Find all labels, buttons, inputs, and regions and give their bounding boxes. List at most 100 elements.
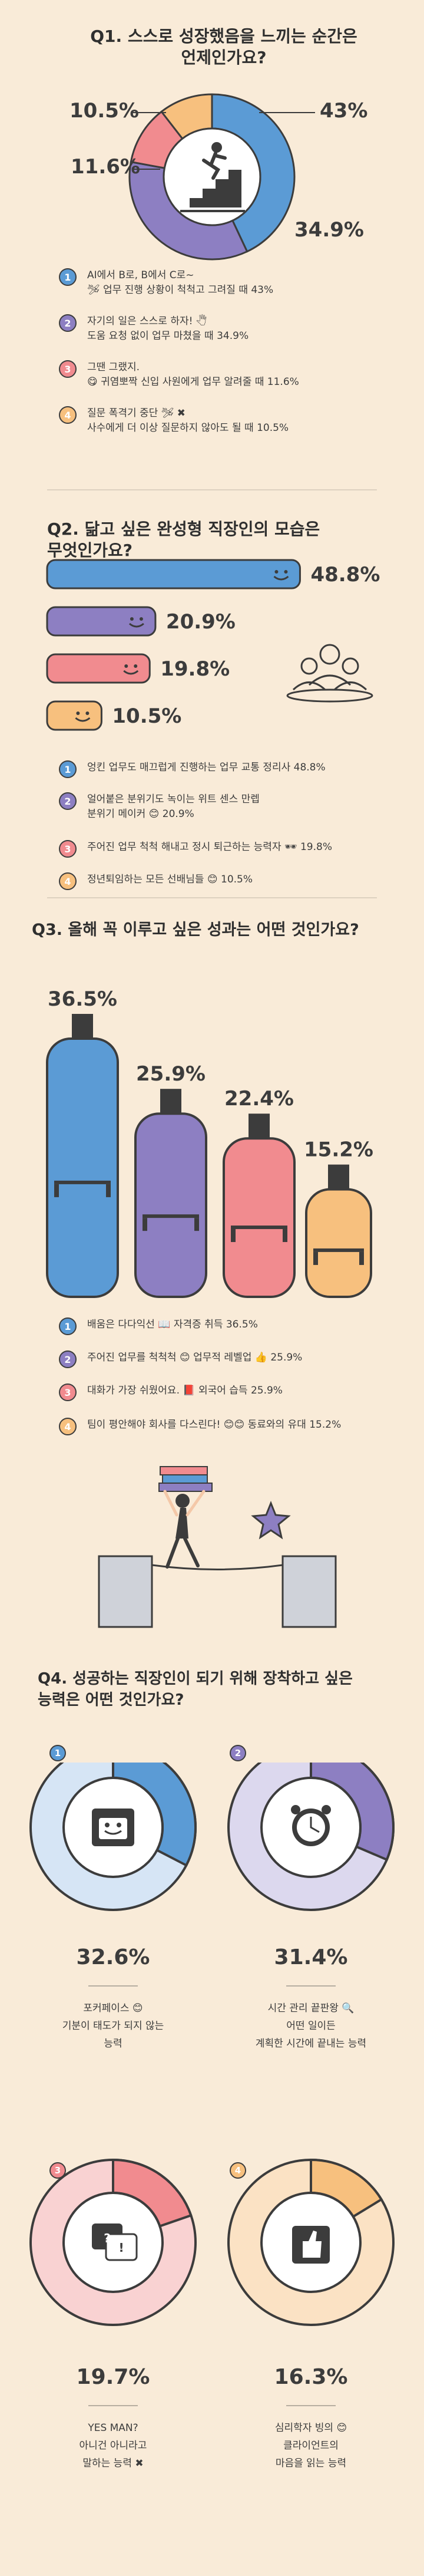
q3-bar-icon xyxy=(249,1114,270,1139)
q4-title: Q4. 성공하는 직장인이 되기 위해 장착하고 싶은 능력은 어떤 것인가요? xyxy=(38,1670,353,1709)
q3-bar-label: 25.9% xyxy=(136,1062,206,1086)
q3-bar-icon xyxy=(160,1089,181,1114)
q3-legend-text: 배움은 다다익선 📖 자격증 취득 36.5% xyxy=(87,1319,258,1330)
q3-legend-item: 2 주어진 업무를 척척척 😊 업무적 레벨업 👍 25.9% xyxy=(59,1350,302,1368)
q3-legend-text: 대화가 가장 쉬웠어요. 📕 외국어 습득 25.9% xyxy=(87,1385,283,1396)
q4-num-badge: 4 xyxy=(230,2162,246,2179)
thumbs-up-icon xyxy=(292,2226,330,2264)
q2-bar-eye xyxy=(139,617,143,621)
svg-text:!: ! xyxy=(118,2241,124,2255)
tightrope-line xyxy=(151,1564,283,1570)
q2-bar xyxy=(46,606,157,637)
q2-bar xyxy=(46,559,301,589)
q4-donut-grid: ? ! xyxy=(29,1763,395,2326)
q3-bar-strap xyxy=(313,1248,364,1252)
q3-bar xyxy=(223,1137,296,1298)
q3-num-badge: 3 xyxy=(59,1383,77,1401)
q2-legend-item: 3 주어진 업무 척척 해내고 정시 퇴근하는 능력자 🕶 19.8% xyxy=(59,840,332,858)
q3-legend-item: 1 배움은 다다익선 📖 자격증 취득 36.5% xyxy=(59,1317,258,1335)
q3-bar-buckle xyxy=(313,1251,318,1265)
q1-label-1: 43% xyxy=(320,99,368,123)
q2-legend: 1 엉킨 업무도 매끄럽게 진행하는 업무 교통 정리사 48.8% 2 얼어붙은 … xyxy=(59,760,389,937)
q2-bar-label: 20.9% xyxy=(166,610,236,634)
left-pillar xyxy=(98,1555,153,1628)
q3-title: Q3. 올해 꼭 이루고 싶은 성과는 어떤 것인가요? xyxy=(32,921,359,939)
q2-bar-eye xyxy=(134,664,138,668)
q2-legend-item: 4 정년퇴임하는 모든 선배님들 😊 10.5% xyxy=(59,872,253,890)
q1-legend-item: 2 자기의 일은 스스로 하자! 🖑 도움 요청 없이 업무 마쳤을 때 34.9… xyxy=(59,314,249,344)
q3-bar-buckle xyxy=(231,1229,236,1243)
right-pillar xyxy=(281,1555,337,1628)
q1-legend-item: 3 그땐 그랬지. 😋 귀염뽀짝 신입 사원에게 업무 알려줄 때 11.6% xyxy=(59,360,299,390)
q2-bar xyxy=(46,700,102,731)
q3-bar xyxy=(134,1112,207,1298)
q4-divider xyxy=(286,1985,336,1987)
q1-legend-text: 그땐 그랬지. 😋 귀염뽀짝 신입 사원에게 업무 알려줄 때 11.6% xyxy=(87,361,299,388)
q4-num-badge: 1 xyxy=(49,1745,66,1761)
q1-legend-text: AI에서 B로, B에서 C로~ 🛩 업무 진행 상황이 척척고 그려질 때 4… xyxy=(87,269,274,296)
q2-bar-smile xyxy=(273,575,289,581)
q2-num-badge: 2 xyxy=(59,792,77,810)
q2-bar-eye xyxy=(284,570,288,574)
q4-text-4: 심리학자 빙의 😊 클라이언트의 마음을 읽는 능력 xyxy=(274,2422,347,2469)
q1-leader-line-3 xyxy=(132,169,160,170)
q3-legend-item: 4 팀이 평안해야 회사를 다스린다! 😊😊 동료와의 유대 15.2% xyxy=(59,1418,341,1435)
q2-legend-text: 정년퇴임하는 모든 선배님들 😊 10.5% xyxy=(87,874,253,885)
q1-leader-line-1 xyxy=(259,112,315,113)
q3-bar-icon xyxy=(72,1014,93,1039)
q4-pct-2: 31.4% xyxy=(274,1945,348,1969)
q2-bar-eye xyxy=(124,664,128,668)
section-divider xyxy=(47,489,377,490)
q3-bar-label: 15.2% xyxy=(304,1138,373,1162)
q2-bar xyxy=(46,653,151,684)
q3-legend-item: 3 대화가 가장 쉬웠어요. 📕 외국어 습득 25.9% xyxy=(59,1383,283,1401)
alarm-clock-icon xyxy=(291,1805,331,1846)
stairs-runner-icon xyxy=(180,142,245,212)
q1-legend-item: 1 AI에서 B로, B에서 C로~ 🛩 업무 진행 상황이 척척고 그려질 때 … xyxy=(59,268,273,298)
q3-bar-strap xyxy=(231,1226,287,1230)
q3-bar-buckle xyxy=(106,1184,111,1197)
q3-legend-text: 팀이 평안해야 회사를 다스린다! 😊😊 동료와의 유대 15.2% xyxy=(87,1419,342,1431)
q3-legend-text: 주어진 업무를 척척척 😊 업무적 레벨업 👍 25.9% xyxy=(87,1352,303,1363)
q2-bar-label: 19.8% xyxy=(160,657,230,681)
q3-bar-strap xyxy=(143,1214,199,1218)
q2-legend-item: 1 엉킨 업무도 매끄럽게 진행하는 업무 교통 정리사 48.8% xyxy=(59,760,326,778)
q3-bar xyxy=(305,1188,372,1298)
q3-bar-label: 36.5% xyxy=(48,987,117,1011)
q3-bar-icon xyxy=(328,1164,349,1190)
q3-bar-strap xyxy=(54,1180,111,1184)
q1-legend-text: 자기의 일은 스스로 하자! 🖑 도움 요청 없이 업무 마쳤을 때 34.9% xyxy=(87,315,249,342)
q2-num-badge: 4 xyxy=(59,872,77,890)
q1-label-2: 34.9% xyxy=(294,218,364,242)
q3-bar-label: 22.4% xyxy=(224,1087,294,1111)
tightrope-illustration xyxy=(98,1466,337,1628)
section-divider xyxy=(47,897,377,898)
q3-num-badge: 4 xyxy=(59,1418,77,1435)
q4-pct-3: 19.7% xyxy=(76,2365,150,2389)
q2-bar-chart: 48.8% 20.9% 19.8% 10.5% xyxy=(46,559,380,731)
q3-bar-buckle xyxy=(143,1218,147,1231)
q2-legend-item: 2 얼어붙은 분위기도 녹이는 위트 센스 만렙 분위기 메이커 😊 20.9% xyxy=(59,792,260,822)
q2-legend-text: 얼어붙은 분위기도 녹이는 위트 센스 만렙 분위기 메이커 😊 20.9% xyxy=(87,793,260,820)
people-group-icon xyxy=(286,644,373,703)
q2-bar-smile xyxy=(123,670,139,675)
q1-num-badge: 4 xyxy=(59,406,77,424)
q1-title: Q1. 스스로 성장했음을 느끼는 순간은 언제인가요? xyxy=(90,27,357,67)
q2-bar-smile xyxy=(75,717,91,722)
q3-bar-buckle xyxy=(194,1218,199,1231)
q4-divider xyxy=(286,2405,336,2406)
q2-num-badge: 3 xyxy=(59,840,77,858)
q1-num-badge: 2 xyxy=(59,314,77,332)
q4-divider xyxy=(88,1985,138,1987)
q2-bar-eye xyxy=(85,711,90,715)
q3-legend: 1 배움은 다다익선 📖 자격증 취득 36.5% 2 주어진 업무를 척척척 😊 … xyxy=(59,1317,389,1453)
q1-label-4: 10.5% xyxy=(69,99,139,123)
q2-bar-eye xyxy=(274,570,279,574)
q4-text-2: 시간 관리 끝판왕 🔍 어떤 일이든 계획한 시간에 끝내는 능력 xyxy=(255,2002,367,2050)
q1-legend-item: 4 질문 폭격기 중단 🛩 ✖ 사수에게 더 이상 질문하지 않아도 될 때 10… xyxy=(59,406,289,436)
q2-bar-eye xyxy=(76,711,80,715)
q2-title: Q2. 닮고 싶은 완성형 직장인의 모습은 무엇인가요? xyxy=(47,519,320,560)
q2-bar-label: 10.5% xyxy=(112,704,181,728)
q3-bar-chart: 36.5% 25.9% 22.4% 15.2% xyxy=(46,987,373,1298)
q3-bar-buckle xyxy=(283,1229,287,1243)
